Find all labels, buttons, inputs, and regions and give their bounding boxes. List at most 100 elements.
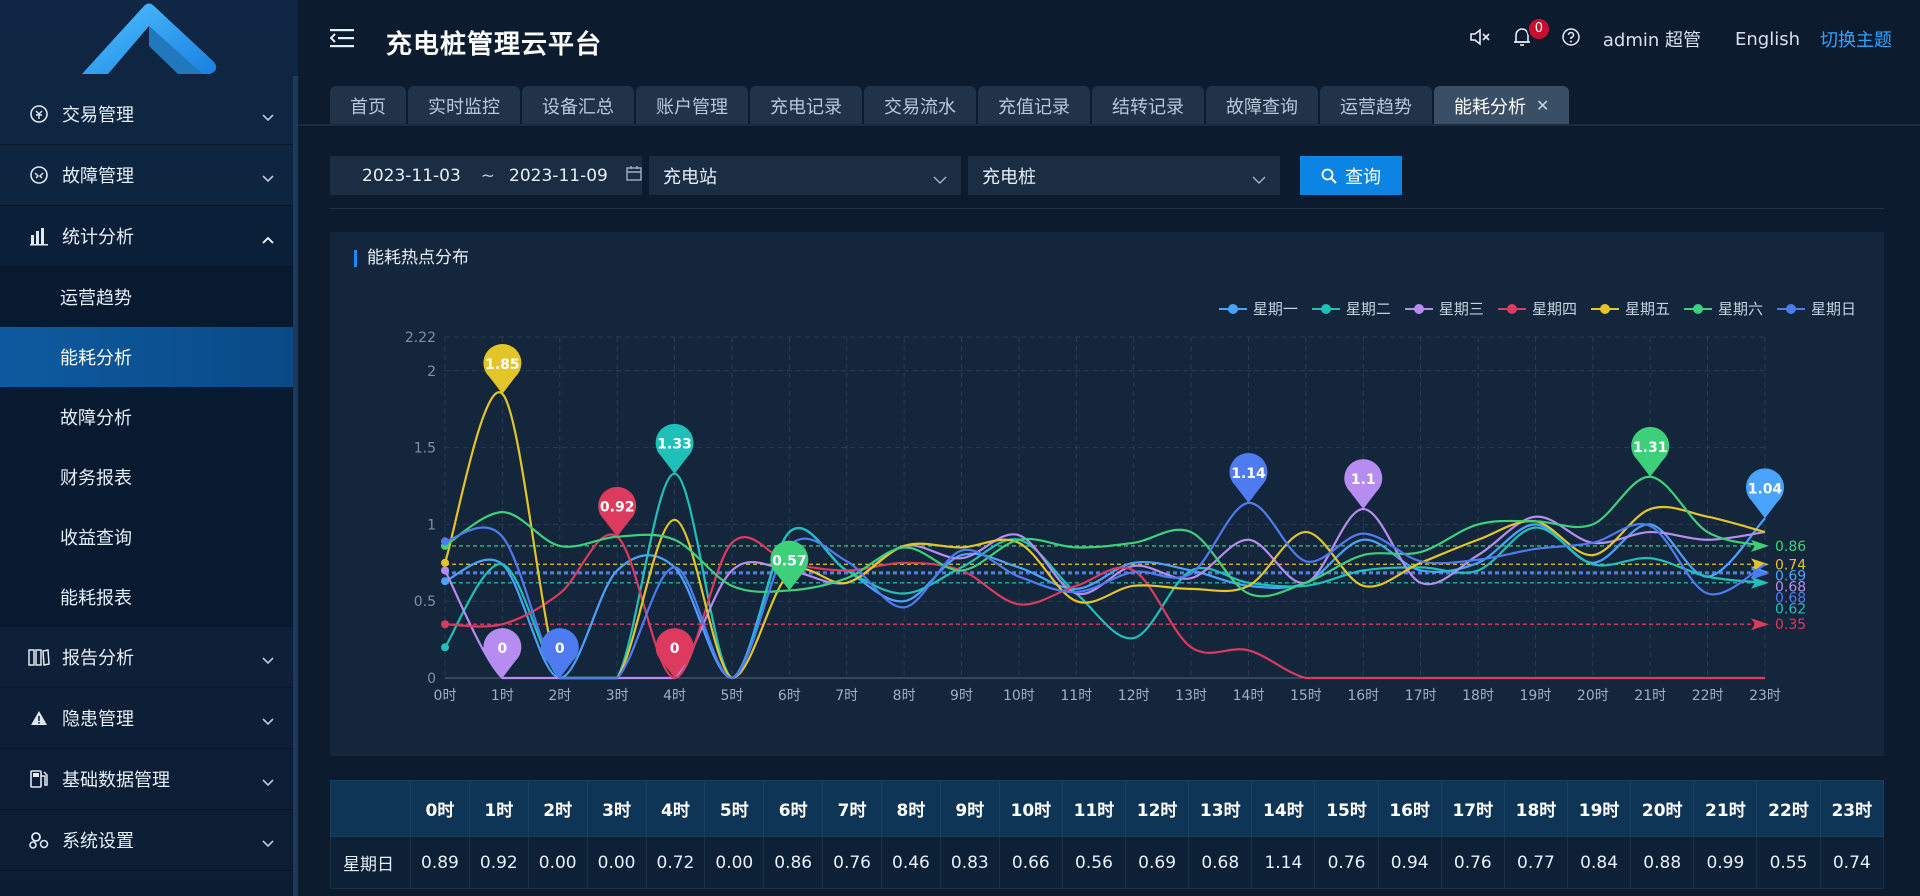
- language-switch[interactable]: English: [1735, 28, 1800, 50]
- menu-collapse-icon[interactable]: [329, 28, 354, 52]
- table-column-header: 5时: [704, 780, 765, 837]
- legend-item[interactable]: 星期二: [1311, 298, 1391, 319]
- sidebar-scrollbar[interactable]: [293, 76, 298, 896]
- table-column-header: 2时: [527, 780, 588, 837]
- table-row-label: 星期日: [330, 836, 411, 889]
- date-start[interactable]: 2023-11-03: [362, 165, 461, 186]
- table-cell: 0.00: [586, 836, 647, 889]
- x-tick-label: 19时: [1520, 688, 1552, 704]
- table-column-header: 11时: [1061, 780, 1127, 837]
- table-column-header: 3时: [586, 780, 647, 837]
- sidebar-item-trade[interactable]: 交易管理: [0, 84, 298, 145]
- fuel-icon: [28, 768, 50, 790]
- legend-item[interactable]: 星期一: [1218, 298, 1298, 319]
- table-cell: 0.46: [881, 836, 941, 889]
- header: 充电桩管理云平台 0 admin 超管 English 切换主题: [298, 0, 1920, 80]
- submenu-item-energy-report[interactable]: 能耗报表: [60, 588, 132, 609]
- x-tick-label: 6时: [778, 688, 801, 704]
- submenu-item-energy-analysis[interactable]: 能耗分析: [0, 327, 298, 387]
- date-end[interactable]: 2023-11-09: [509, 165, 608, 186]
- pile-select[interactable]: 充电桩: [968, 156, 1280, 195]
- query-button-label: 查询: [1345, 166, 1381, 187]
- user-menu[interactable]: admin 超管: [1602, 30, 1701, 51]
- x-tick-label: 13时: [1175, 688, 1207, 704]
- table-column-header: 20时: [1630, 780, 1695, 837]
- notification-button[interactable]: 0: [1513, 16, 1551, 52]
- tab-account-management[interactable]: 账户管理: [636, 86, 748, 125]
- tab-ops-trend[interactable]: 运营趋势: [1320, 86, 1432, 125]
- table-cell: 0.00: [704, 836, 765, 889]
- x-tick-label: 7时: [835, 688, 858, 704]
- theme-switch-link[interactable]: 切换主题: [1820, 30, 1892, 51]
- tab-energy-analysis[interactable]: 能耗分析 ✕: [1434, 86, 1570, 125]
- tab-realtime-monitor[interactable]: 实时监控: [408, 86, 520, 125]
- tab-recharge-records[interactable]: 充值记录: [978, 86, 1090, 125]
- sidebar-item-basedata[interactable]: 基础数据管理: [0, 749, 298, 810]
- query-button[interactable]: 查询: [1300, 156, 1402, 195]
- max-marker-pin: [770, 540, 809, 591]
- bar-chart-icon: [28, 225, 50, 247]
- tab-charge-records[interactable]: 充电记录: [750, 86, 862, 125]
- tab-device-summary[interactable]: 设备汇总: [522, 86, 634, 125]
- sidebar-item-stats[interactable]: 统计分析: [0, 206, 298, 267]
- y-tick-label: 2: [427, 364, 436, 380]
- table-column-header: 4时: [645, 780, 706, 837]
- series-line: [444, 533, 1765, 680]
- average-label: 0.68: [1775, 579, 1806, 595]
- submenu-item-fault-analysis[interactable]: 故障分析: [60, 408, 132, 429]
- max-marker-pin: [1344, 459, 1383, 510]
- series-point: [441, 566, 449, 575]
- table-header-row: 0时 1时 2时 3时 4时 5时 6时 7时 8时 9时 10时 11时 12时 13时 14时 15时 16…: [330, 780, 1885, 837]
- submenu-item-revenue-query[interactable]: 收益查询: [60, 528, 132, 549]
- y-tick-label: 0.5: [414, 594, 436, 610]
- station-select[interactable]: 充电站: [649, 156, 961, 195]
- sidebar-item-label: 统计分析: [62, 227, 134, 248]
- table-cell: 0.89: [410, 836, 470, 889]
- sidebar-item-report[interactable]: 报告分析: [0, 627, 298, 688]
- submenu-item-finance-report[interactable]: 财务报表: [60, 468, 132, 489]
- average-label: 0.62: [1775, 601, 1806, 617]
- header-actions: 0 admin 超管 English 切换主题: [1447, 16, 1892, 52]
- sidebar-item-label: 基础数据管理: [62, 770, 170, 791]
- tab-fault-query[interactable]: 故障查询: [1206, 86, 1318, 125]
- table-column-header: 0时: [410, 780, 470, 837]
- table-cell: 0.99: [1693, 836, 1758, 889]
- calendar-icon[interactable]: [626, 165, 642, 186]
- tab-carryover-records[interactable]: 结转记录: [1092, 86, 1204, 125]
- legend-item[interactable]: 星期日: [1776, 298, 1856, 319]
- legend-label: 星期四: [1531, 300, 1577, 318]
- tab-transaction-flow[interactable]: 交易流水: [864, 86, 976, 125]
- close-icon[interactable]: ✕: [1536, 96, 1550, 115]
- table-cell: 1.14: [1251, 836, 1316, 889]
- sidebar-item-label: 故障管理: [62, 166, 134, 187]
- max-marker-pin: [1631, 426, 1670, 477]
- chevron-down-icon: [262, 771, 274, 792]
- legend-item[interactable]: 星期六: [1683, 298, 1763, 319]
- table-column-header: 19时: [1567, 780, 1632, 837]
- chevron-down-icon: [262, 710, 274, 731]
- table-column-header: 10时: [998, 780, 1063, 837]
- chevron-down-icon: [262, 832, 274, 853]
- help-icon[interactable]: [1561, 27, 1581, 52]
- submenu-item-ops-trend[interactable]: 运营趋势: [60, 288, 132, 309]
- table-cell: 0.55: [1756, 836, 1821, 889]
- sidebar-item-hazard[interactable]: 隐患管理: [0, 688, 298, 749]
- app-title: 充电桩管理云平台: [386, 30, 603, 60]
- max-marker-label: 1.04: [1748, 481, 1783, 497]
- legend-item[interactable]: 星期三: [1404, 298, 1484, 319]
- settings-icon: [28, 829, 50, 851]
- sidebar-item-settings[interactable]: 系统设置: [0, 810, 298, 871]
- max-marker-pin: [598, 486, 637, 537]
- table-column-header: 7时: [822, 780, 882, 837]
- mute-icon[interactable]: [1469, 27, 1491, 51]
- table-cell: 0.76: [1440, 836, 1505, 889]
- series-point: [441, 577, 449, 586]
- legend-item[interactable]: 星期四: [1497, 298, 1577, 319]
- x-tick-label: 23时: [1749, 688, 1781, 704]
- date-range-picker[interactable]: 2023-11-03 ~ 2023-11-09: [330, 156, 642, 195]
- logo-icon: [82, 3, 217, 74]
- filter-divider: [330, 208, 1884, 209]
- legend-item[interactable]: 星期五: [1590, 298, 1670, 319]
- sidebar-item-fault[interactable]: 故障管理: [0, 145, 298, 206]
- tab-home[interactable]: 首页: [330, 86, 406, 125]
